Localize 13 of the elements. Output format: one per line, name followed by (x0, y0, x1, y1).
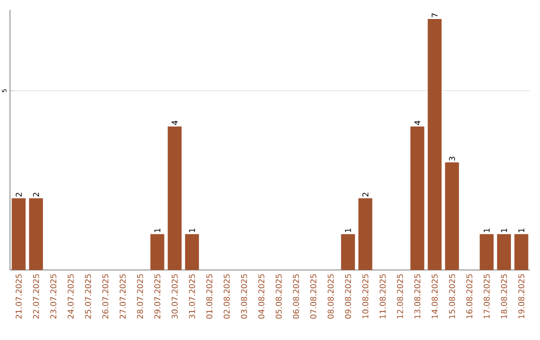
bar (358, 198, 372, 270)
bar (185, 234, 199, 270)
bar (497, 234, 511, 270)
bar (445, 162, 459, 270)
bar (410, 126, 424, 270)
bar (480, 234, 494, 270)
bar (29, 198, 43, 270)
bar (341, 234, 355, 270)
bar (168, 126, 182, 270)
bar (150, 234, 164, 270)
bar (428, 18, 442, 270)
bar (514, 234, 528, 270)
bar (12, 198, 26, 270)
